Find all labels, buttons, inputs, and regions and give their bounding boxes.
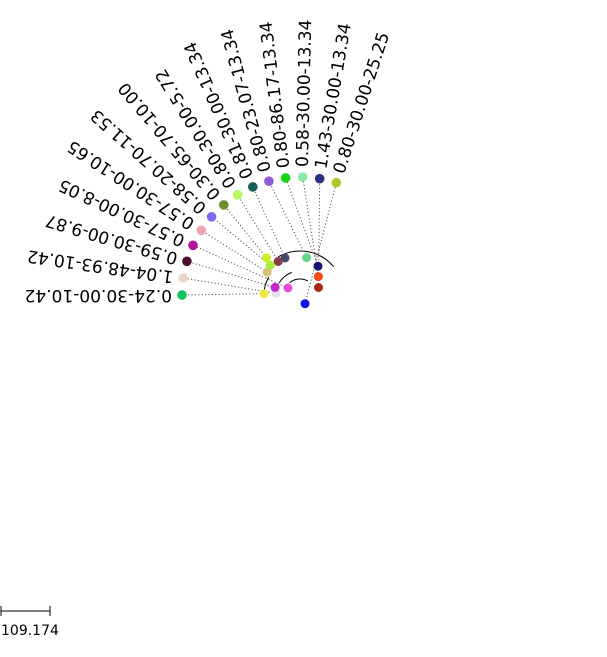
- internal-node: [273, 257, 283, 266]
- internal-node: [313, 261, 323, 271]
- leaf-label: 0.24-30.00-10.42: [25, 285, 172, 305]
- leaf-node: [178, 273, 188, 283]
- leaf-leader-line: [211, 216, 271, 266]
- leaf-leader-line: [237, 194, 279, 262]
- internal-node: [270, 282, 280, 292]
- leaf-leader-line: [285, 177, 319, 267]
- leaf-node: [177, 290, 187, 300]
- leaf-node: [232, 190, 243, 200]
- internal-node: [314, 283, 323, 292]
- leaf-leader-line: [183, 277, 277, 294]
- internal-node: [313, 272, 323, 282]
- leaf-node: [314, 173, 325, 184]
- leaf-leader-line: [304, 182, 337, 304]
- leaf-leader-line: [192, 244, 289, 289]
- leaf-label: 0.58-30.00-13.34: [293, 19, 316, 167]
- leaf-leader-line: [223, 204, 267, 259]
- leaf-leader-line: [318, 178, 321, 288]
- internal-node: [302, 253, 312, 263]
- leaf-node: [248, 182, 258, 192]
- leaf-node: [219, 200, 229, 210]
- leaf-leader-line: [186, 260, 276, 288]
- internal-nodes: [259, 253, 323, 309]
- leaf-leader-line: [252, 186, 286, 259]
- leaf-node: [297, 172, 308, 182]
- leaf-node: [280, 173, 291, 183]
- leaf-node: [182, 256, 192, 267]
- internal-node: [265, 260, 275, 270]
- internal-node: [283, 283, 293, 293]
- leaf-leader-line: [268, 180, 308, 258]
- tree-branch-arc: [278, 271, 292, 284]
- leaf-leader-line: [201, 229, 268, 273]
- scale-bar-label: 109.174: [1, 623, 59, 639]
- internal-node: [259, 289, 269, 299]
- leaf-node: [264, 176, 274, 186]
- leaf-node: [196, 225, 207, 236]
- leaf-leader-line: [181, 293, 265, 296]
- internal-node: [300, 299, 310, 309]
- leaf-node: [206, 212, 217, 222]
- leaf-node: [188, 240, 198, 251]
- leaf-node: [331, 177, 342, 188]
- scale-bar: 109.174: [0, 606, 59, 639]
- internal-node: [280, 253, 290, 263]
- internal-node: [262, 253, 271, 263]
- internal-node: [262, 267, 272, 277]
- tree-branch-arc: [289, 278, 309, 284]
- leaf-labels: 0.24-30.00-10.421.04-48.93-10.420.59-30.…: [25, 19, 395, 305]
- leaf-nodes: [177, 172, 342, 300]
